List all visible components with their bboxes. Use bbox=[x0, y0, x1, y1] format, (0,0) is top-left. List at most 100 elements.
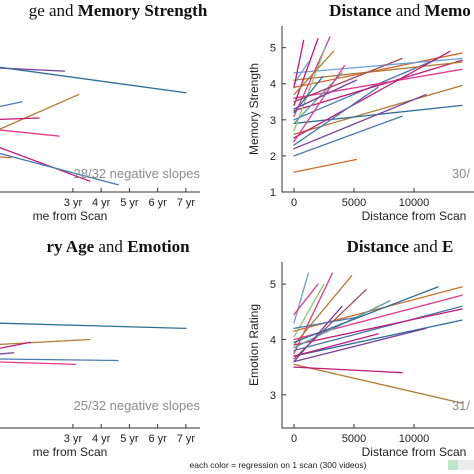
regression-line bbox=[0, 152, 119, 186]
regression-line bbox=[293, 47, 326, 132]
slope-annotation: 31/ bbox=[452, 398, 470, 413]
regression-line bbox=[293, 308, 463, 346]
regression-line bbox=[293, 158, 358, 173]
regression-line bbox=[0, 129, 60, 137]
y-tick-label: 3 bbox=[270, 115, 276, 127]
chart-title-part: and bbox=[409, 237, 442, 256]
x-tick-label: 3 yr bbox=[64, 433, 83, 445]
chart-title-part: ry Age bbox=[46, 237, 94, 256]
regression-line bbox=[0, 146, 91, 182]
x-tick-label: 5000 bbox=[342, 197, 366, 209]
regression-line bbox=[293, 366, 403, 374]
chart-panel-4: Distance and E 0 5000 10000 3 4 5 Distance from… bbox=[247, 237, 474, 459]
x-tick-label: 3 yr bbox=[64, 197, 83, 209]
regression-line bbox=[0, 338, 91, 346]
regression-line bbox=[293, 61, 310, 85]
x-tick-label: 5000 bbox=[342, 433, 366, 445]
regression-line bbox=[0, 156, 12, 159]
regression-line bbox=[0, 101, 23, 108]
regression-line bbox=[0, 361, 77, 366]
y-tick-label: 4 bbox=[270, 334, 276, 346]
chart-title: Distance and E bbox=[347, 237, 454, 256]
x-tick-label: 4 yr bbox=[92, 197, 111, 209]
regression-line bbox=[293, 59, 463, 112]
regression-line bbox=[293, 363, 463, 404]
regression-line bbox=[293, 93, 427, 150]
regression-line bbox=[293, 333, 379, 357]
chart-title-part: Distance bbox=[329, 1, 392, 20]
chart-title-part: and bbox=[392, 1, 425, 20]
regression-line bbox=[0, 352, 15, 355]
regression-line bbox=[293, 283, 325, 338]
chart-title-part: Emotion bbox=[127, 237, 190, 256]
chart-title-part: E bbox=[442, 237, 453, 256]
x-tick-label: 5 yr bbox=[120, 197, 139, 209]
regression-line bbox=[293, 305, 463, 352]
regression-line bbox=[293, 327, 427, 363]
chart-panel-3: ry Age and Emotion 3 yr 4 yr 5 yr 6 yr 7 yr me… bbox=[0, 237, 200, 459]
chart-title: ry Age and Emotion bbox=[46, 237, 190, 256]
regression-line bbox=[293, 115, 403, 157]
axis-lines bbox=[0, 427, 200, 429]
regression-line bbox=[0, 341, 32, 349]
regression-line bbox=[293, 37, 319, 107]
chart-title-part: Memo bbox=[425, 1, 471, 20]
regression-line bbox=[293, 86, 379, 146]
caption-swatch-gray bbox=[458, 460, 474, 470]
chart-title: Distance and Memo bbox=[329, 1, 471, 20]
regression-line bbox=[0, 117, 40, 121]
regression-line bbox=[293, 39, 305, 88]
y-tick-label: 3 bbox=[270, 390, 276, 402]
chart-title: ge and Memory Strength bbox=[29, 1, 208, 20]
caption-area: each color = regression on 1 scan (300 v… bbox=[190, 460, 474, 470]
y-tick-label: 5 bbox=[270, 279, 276, 291]
regression-line bbox=[293, 84, 463, 135]
x-axis-label: me from Scan bbox=[33, 445, 108, 459]
regression-line bbox=[293, 52, 463, 88]
x-tick-label: 6 yr bbox=[148, 197, 167, 209]
regression-line bbox=[0, 93, 80, 130]
axis-lines bbox=[281, 26, 474, 193]
chart-title-part: and bbox=[94, 237, 127, 256]
caption-text: each color = regression on 1 scan (300 v… bbox=[190, 460, 367, 470]
regression-line bbox=[293, 57, 403, 103]
y-tick-label: 2 bbox=[270, 151, 276, 163]
x-tick-label: 6 yr bbox=[148, 433, 167, 445]
chart-title-part: Distance bbox=[347, 237, 410, 256]
regression-line bbox=[293, 319, 463, 357]
y-tick-label: 1 bbox=[270, 187, 276, 199]
x-tick-label: 10000 bbox=[399, 197, 430, 209]
x-tick-label: 0 bbox=[291, 197, 297, 209]
regression-line bbox=[293, 283, 319, 316]
axis-lines bbox=[281, 262, 474, 429]
regression-line bbox=[0, 67, 66, 72]
slope-annotation: 30/ bbox=[452, 166, 470, 181]
regression-line bbox=[293, 68, 463, 99]
regression-line bbox=[0, 322, 187, 330]
x-tick-label: 7 yr bbox=[177, 433, 196, 445]
regression-line bbox=[293, 316, 358, 330]
y-tick-label: 5 bbox=[270, 43, 276, 55]
slope-annotation: 28/32 negative slopes bbox=[74, 166, 201, 181]
slope-annotation: 25/32 negative slopes bbox=[74, 398, 201, 413]
caption-swatch-green bbox=[448, 460, 458, 470]
x-tick-label: 5 yr bbox=[120, 433, 139, 445]
x-tick-label: 10000 bbox=[399, 433, 430, 445]
chart-title-part: Memory Strength bbox=[78, 1, 208, 20]
regression-line bbox=[293, 65, 346, 143]
chart-panel-2: Distance and Memo 0 5000 10000 1 2 3 4 5 Distance… bbox=[247, 1, 474, 223]
chart-title-part: ge bbox=[29, 1, 45, 20]
chart-title-part: and bbox=[45, 1, 78, 20]
x-tick-label: 0 bbox=[291, 433, 297, 445]
regression-line bbox=[293, 275, 353, 346]
x-axis-label: me from Scan bbox=[33, 209, 108, 223]
regression-line bbox=[0, 66, 187, 94]
regression-line bbox=[293, 79, 358, 110]
y-axis-label: Memory Strength bbox=[247, 63, 261, 155]
y-axis-label: Emotion Rating bbox=[247, 304, 261, 386]
regression-line bbox=[293, 305, 343, 363]
regression-line bbox=[293, 50, 451, 139]
regression-line bbox=[293, 50, 335, 96]
x-tick-label: 4 yr bbox=[92, 433, 111, 445]
